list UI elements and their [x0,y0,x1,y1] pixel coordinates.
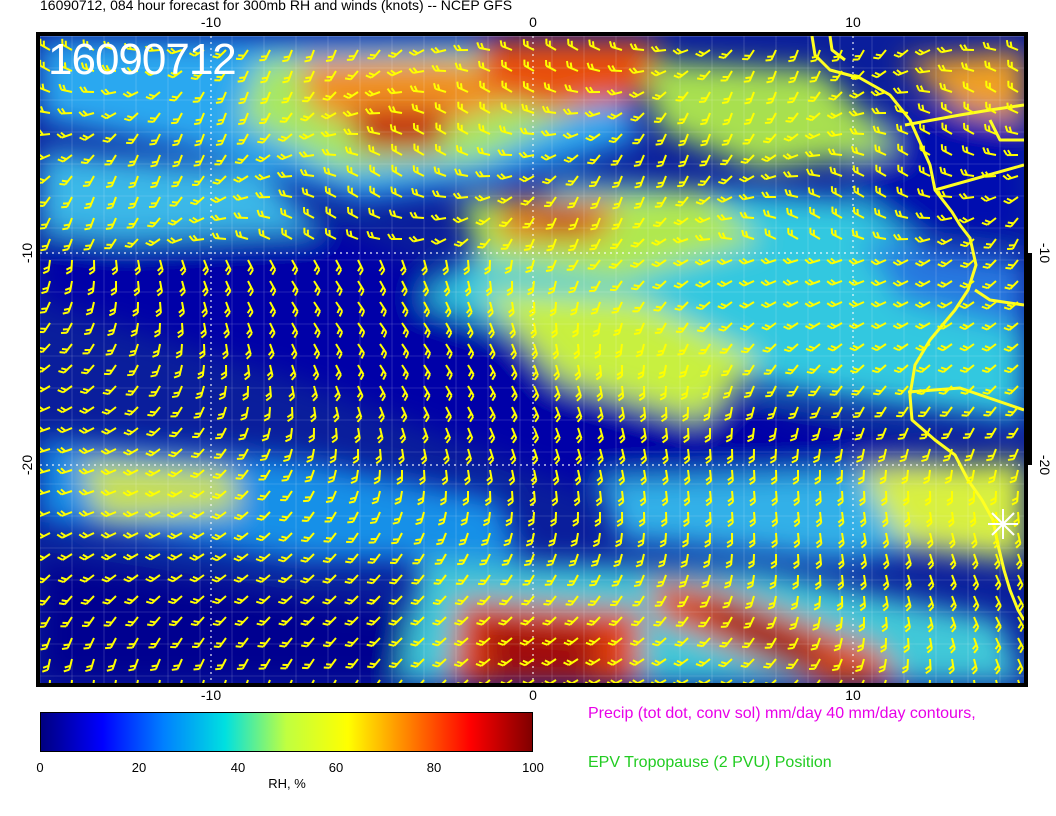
y-tick-right-1: -10 [1037,243,1053,263]
colorbar-tick-0: 0 [36,760,44,775]
page-title: 16090712, 084 hour forecast for 300mb RH… [40,0,513,13]
x-tick-bottom-2: 0 [529,687,537,700]
colorbar-tick-60: 60 [328,760,344,775]
colorbar-tick-100: 100 [522,760,544,775]
colorbar-tick-80: 80 [426,760,442,775]
epv-legend: EPV Tropopause (2 PVU) Position [588,754,832,771]
y-tick-left-1: -10 [19,243,35,263]
x-tick-bottom-3: 10 [845,687,861,700]
x-tick-bottom-1: -10 [201,687,221,700]
y-tick-right-2: -20 [1037,455,1053,475]
colorbar-title: RH, % [268,776,306,791]
timestamp-label: 16090712 [48,35,237,84]
x-tick-top-3: 10 [845,14,861,30]
rh-wind-map: -10 0 10 -10 0 10 -10 -20 -10 -20 [19,14,1053,700]
rh-colorbar [40,712,533,752]
rh-field [40,40,1024,683]
y-tick-left-2: -20 [19,455,35,475]
x-tick-top-2: 0 [529,14,537,30]
colorbar-tick-40: 40 [230,760,246,775]
precip-legend: Precip (tot dot, conv sol) mm/day 40 mm/… [588,705,976,722]
x-tick-top-1: -10 [201,14,221,30]
colorbar-tick-20: 20 [131,760,147,775]
star-marker-icon [988,509,1018,539]
